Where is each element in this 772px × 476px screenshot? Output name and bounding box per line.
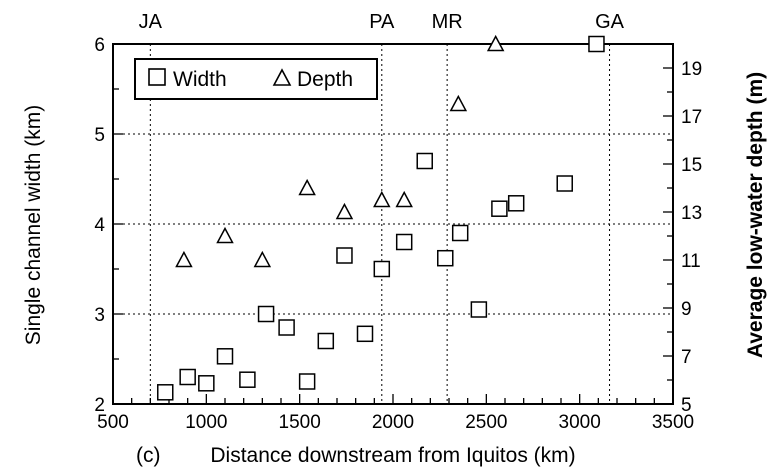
y-tick-label: 5 [94, 125, 105, 146]
width-point [557, 176, 572, 191]
depth-point [176, 253, 191, 267]
y2-tick-label: 13 [681, 203, 702, 224]
legend-label-width: Width [173, 68, 227, 91]
y-tick-label: 6 [94, 35, 105, 56]
width-point [279, 320, 294, 335]
width-point [471, 302, 486, 317]
depth-point [255, 253, 270, 267]
marker-label-ga: GA [595, 11, 625, 33]
width-point [453, 226, 468, 241]
marker-label-pa: PA [369, 11, 395, 33]
width-point [318, 334, 333, 349]
width-point [492, 201, 507, 216]
width-point [589, 37, 604, 52]
width-point [180, 370, 195, 385]
x-axis-title: Distance downstream from Iquitos (km) [210, 444, 575, 467]
y2-tick-label: 9 [681, 299, 692, 320]
grid-lines [113, 134, 673, 314]
width-point [259, 307, 274, 322]
y-axis-title: Single channel width (km) [22, 105, 45, 345]
depth-point [218, 229, 233, 243]
width-point [199, 376, 214, 391]
panel-label: (c) [136, 444, 161, 467]
width-point [438, 251, 453, 266]
width-point [218, 349, 233, 364]
x-tick-label: 1500 [279, 412, 321, 433]
y-tick-label: 4 [94, 215, 105, 236]
marker-label-mr: MR [432, 11, 463, 33]
depth-point [374, 193, 389, 207]
width-point [158, 385, 173, 400]
width-point [240, 372, 255, 387]
x-tick-label: 1000 [185, 412, 227, 433]
y2-tick-label: 7 [681, 347, 692, 368]
y2-tick-label: 5 [681, 395, 692, 416]
width-point [358, 326, 373, 341]
y-tick-label: 2 [94, 395, 105, 416]
width-point [397, 235, 412, 250]
legend: Width Depth [135, 59, 377, 99]
depth-point [337, 205, 352, 219]
x-tick-label: 2500 [465, 412, 507, 433]
y-tick-label: 3 [94, 305, 105, 326]
legend-label-depth: Depth [297, 68, 353, 91]
x-tick-label: 2000 [372, 412, 414, 433]
depth-point [300, 181, 315, 195]
marker-label-ja: JA [139, 11, 163, 33]
width-point [300, 374, 315, 389]
x-tick-label: 3000 [559, 412, 601, 433]
depth-point [397, 193, 412, 207]
y2-axis-title: Average low-water depth (m) [744, 72, 767, 358]
y2-tick-label: 17 [681, 107, 702, 128]
width-point [509, 196, 524, 211]
width-point [374, 262, 389, 277]
y2-tick-label: 15 [681, 155, 702, 176]
width-point [337, 248, 352, 263]
y2-tick-label: 11 [681, 251, 701, 272]
width-point [417, 154, 432, 169]
depth-point [451, 97, 466, 111]
y2-tick-label: 19 [681, 59, 702, 80]
